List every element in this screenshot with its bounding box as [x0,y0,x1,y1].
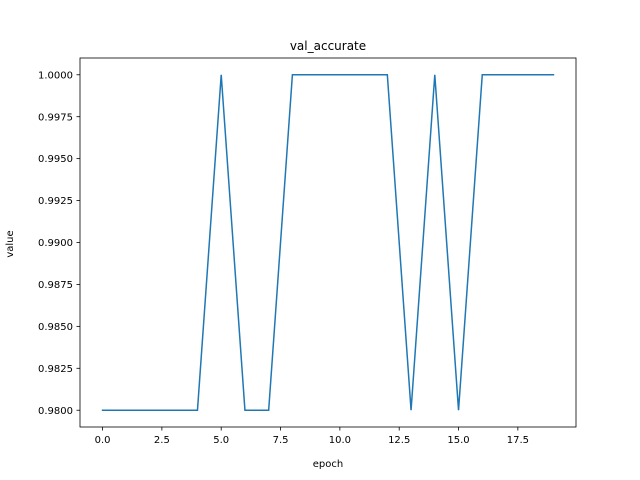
y-tick-label: 0.9800 [38,406,73,417]
x-tick-label: 2.5 [154,435,170,446]
y-tick-label: 0.9925 [38,196,73,207]
x-tick-label: 7.5 [273,435,289,446]
y-tick-label: 0.9950 [38,154,73,165]
x-axis-label: epoch [313,459,343,470]
series-line [101,74,555,411]
x-tick-label: 12.5 [388,435,410,446]
x-tick-label: 17.5 [507,435,529,446]
y-tick-label: 0.9850 [38,322,73,333]
x-tick-label: 15.0 [447,435,469,446]
axes-frame [79,57,577,428]
x-tick-label: 0.0 [95,435,111,446]
y-tick-label: 0.9975 [38,112,73,123]
y-axis-label: value [5,230,16,257]
x-tick-label: 10.0 [329,435,351,446]
y-tick-label: 0.9875 [38,280,73,291]
y-tick-label: 0.9825 [38,364,73,375]
plot-area: 0.0 2.5 5.0 7.5 10.0 12.5 15.0 17.5 0.9800 0.9825… [38,57,577,446]
chart-title: val_accurate [290,39,366,53]
y-tick-label: 1.0000 [38,70,73,81]
y-tick-label: 0.9900 [38,238,73,249]
x-tick-label: 5.0 [213,435,229,446]
